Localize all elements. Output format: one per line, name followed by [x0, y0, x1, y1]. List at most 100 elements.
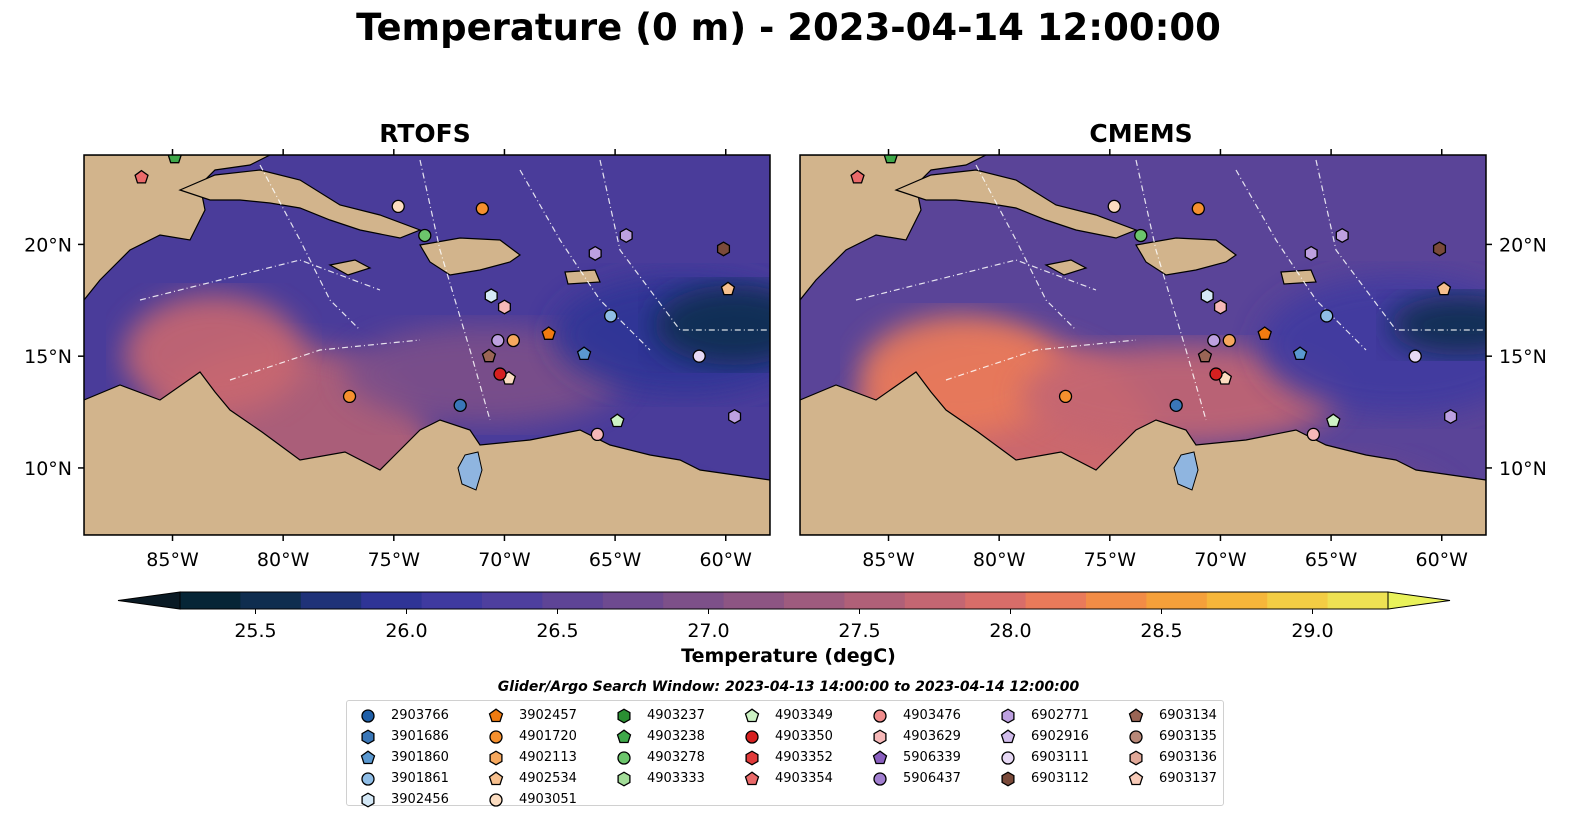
- float-marker: [167, 155, 182, 164]
- float-marker: [1134, 228, 1148, 243]
- colorbar-tick-label: 25.5: [234, 620, 276, 642]
- land-shape: [800, 371, 1486, 535]
- legend-marker: [617, 750, 631, 765]
- colorbar-segment: [602, 592, 664, 609]
- colorbar-segment: [723, 592, 785, 609]
- lon-tick-label: 65°W: [589, 549, 642, 571]
- lon-tick-label: 70°W: [1194, 549, 1247, 571]
- legend-label: 4901720: [519, 729, 577, 744]
- legend-marker: [1129, 749, 1143, 766]
- legend-label: 2903766: [391, 708, 449, 723]
- legend-item: 4903350: [741, 726, 833, 747]
- legend-marker: [488, 770, 504, 785]
- land-shape: [1280, 269, 1317, 285]
- figure-title: Temperature (0 m) - 2023-04-14 12:00:00: [356, 6, 1221, 49]
- colorbar-tick-label: 28.5: [1140, 620, 1182, 642]
- float-marker: [497, 299, 511, 315]
- legend-marker: [361, 728, 375, 745]
- float-marker: [1200, 288, 1214, 304]
- legend-marker: [873, 728, 887, 745]
- colorbar-segment: [180, 592, 241, 609]
- float-marker: [481, 348, 497, 363]
- float-marker: [342, 389, 357, 404]
- float-marker: [1209, 367, 1223, 381]
- land-shape: [894, 169, 1138, 239]
- legend-label: 6902771: [1031, 708, 1089, 723]
- colorbar-segment: [784, 592, 845, 609]
- legend-marker: [745, 749, 759, 766]
- legend-item: 4903349: [741, 705, 833, 726]
- lon-tick-label: 80°W: [973, 549, 1026, 571]
- lat-tick-label: 20°N: [24, 234, 72, 256]
- legend-label: 4903349: [775, 708, 833, 723]
- lon-tick-label: 60°W: [1416, 549, 1469, 571]
- legend-marker: [489, 749, 503, 766]
- lon-tick-label: 85°W: [862, 549, 915, 571]
- float-marker: [1432, 241, 1447, 257]
- legend-marker: [745, 729, 759, 744]
- legend-item: 6903137: [1125, 768, 1217, 789]
- colorbar-segment: [1025, 592, 1087, 609]
- float-marker: [692, 349, 706, 363]
- legend-item: 6903135: [1125, 726, 1217, 747]
- legend-label: 4902113: [519, 750, 577, 765]
- legend-label: 6903135: [1159, 729, 1217, 744]
- colorbar-segment: [663, 592, 725, 609]
- legend-label: 5906339: [903, 750, 961, 765]
- legend-marker: [361, 771, 375, 786]
- float-marker: [1058, 389, 1073, 404]
- legend-marker: [489, 729, 503, 744]
- colorbar-tick-label: 27.5: [838, 620, 880, 642]
- float-marker: [493, 367, 507, 381]
- float-marker: [1444, 408, 1458, 425]
- colorbar-segment: [240, 592, 302, 609]
- colorbar-tick-label: 28.0: [989, 620, 1031, 642]
- legend-marker: [1001, 707, 1015, 724]
- legend-column: 4903476 4903629 5906339 5906437: [869, 705, 961, 789]
- legend-column: 3902457 4901720 4902113 4902534 4903051: [485, 705, 577, 810]
- float-marker: [610, 413, 625, 428]
- colorbar-segment: [904, 592, 966, 609]
- colorbar-segment: [965, 592, 1027, 609]
- legend-label: 6903134: [1159, 708, 1217, 723]
- legend-title: Glider/Argo Search Window: 2023-04-13 14…: [497, 679, 1080, 695]
- legend-label: 4903352: [775, 750, 833, 765]
- legend-item: 4903237: [613, 705, 705, 726]
- colorbar-segment: [482, 592, 543, 609]
- float-marker: [728, 408, 742, 425]
- legend-item: 4901720: [485, 726, 577, 747]
- legend-label: 4903333: [647, 771, 705, 786]
- legend-marker: [1001, 750, 1015, 765]
- legend-label: 4903238: [647, 729, 705, 744]
- legend-label: 6903111: [1031, 750, 1089, 765]
- lon-tick-label: 65°W: [1305, 549, 1358, 571]
- legend-label: 4903237: [647, 708, 705, 723]
- legend-marker: [873, 708, 887, 723]
- lat-tick-label: 10°N: [24, 458, 72, 480]
- float-marker: [506, 333, 520, 348]
- lon-tick-label: 80°W: [257, 549, 310, 571]
- legend-label: 3901861: [391, 771, 449, 786]
- legend-item: 6903134: [1125, 705, 1217, 726]
- legend-item: 6902771: [997, 705, 1089, 726]
- float-marker: [720, 281, 736, 296]
- float-marker: [1213, 299, 1227, 315]
- colorbar: 25.5 26.0 26.5 27.0 27.5 28.0 28.5 29.0: [117, 591, 1451, 642]
- colorbar-segment: [300, 592, 362, 609]
- float-marker: [619, 227, 633, 244]
- colorbar-segment: [1086, 592, 1147, 609]
- legend-item: 4903629: [869, 726, 961, 747]
- legend-column: 4903349 4903350 4903352 4903354: [741, 705, 833, 789]
- legend-item: 6903111: [997, 747, 1089, 768]
- legend-label: 4903354: [775, 771, 833, 786]
- legend-item: 4903278: [613, 747, 705, 768]
- float-marker: [1207, 333, 1221, 348]
- colorbar-segment: [361, 592, 423, 609]
- float-marker: [1335, 227, 1349, 244]
- legend-marker: [617, 707, 631, 724]
- lat-tick-label: 10°N: [1499, 458, 1547, 480]
- legend-label: 4903350: [775, 729, 833, 744]
- lon-tick-label: 70°W: [478, 549, 531, 571]
- colorbar-segment: [844, 592, 906, 609]
- float-legend: 2903766 3901686 3901860 3901861 3902456 39024…: [346, 700, 1224, 808]
